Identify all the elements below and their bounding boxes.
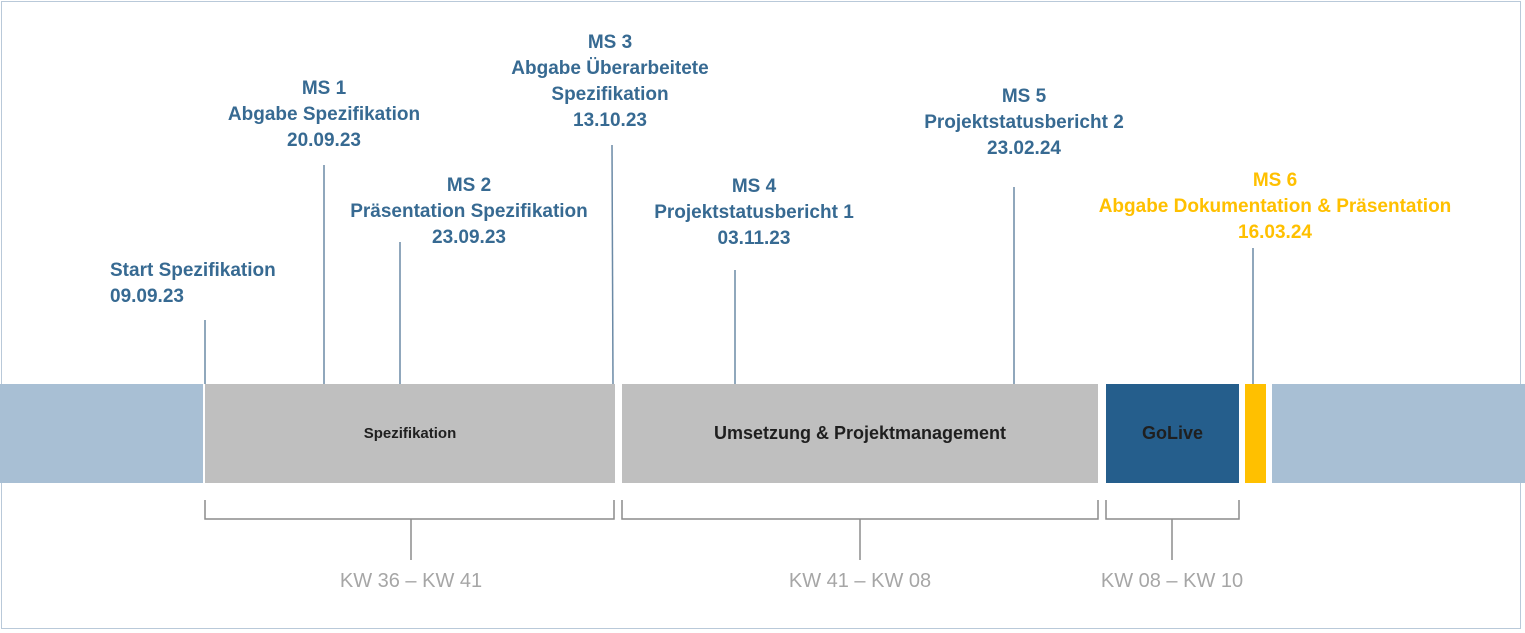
milestone-ms3-date: 13.10.23: [573, 110, 647, 131]
milestone-ms3-title-2: Spezifikation: [551, 84, 669, 105]
milestone-ms2-date: 23.09.23: [432, 227, 506, 248]
milestone-ms5-title: Projektstatusbericht 2: [924, 112, 1124, 133]
timeline-band-right: [1272, 384, 1525, 483]
bracket-kw3: [1105, 500, 1240, 520]
week-range-kw3: KW 08 – KW 10: [1100, 570, 1244, 592]
milestone-start-title: Start Spezifikation: [110, 260, 276, 281]
milestone-ms1: MS 1 Abgabe Spezifikation 20.09.23: [194, 76, 454, 154]
milestone-ms2: MS 2 Präsentation Spezifikation 23.09.23: [319, 173, 619, 251]
milestone-ms3-id: MS 3: [587, 32, 633, 53]
milestone-ms4-id: MS 4: [731, 176, 777, 197]
timeline-band-left: [0, 384, 203, 483]
milestone-ms5: MS 5 Projektstatusbericht 2 23.02.24: [894, 84, 1154, 162]
milestone-ms6-id: MS 6: [1252, 170, 1298, 191]
milestone-ms4-title: Projektstatusbericht 1: [654, 202, 854, 223]
milestone-start: Start Spezifikation 09.09.23: [110, 258, 276, 310]
week-range-kw1: KW 36 – KW 41: [339, 570, 483, 592]
phase-bar-final: [1245, 384, 1266, 483]
milestone-ms4: MS 4 Projektstatusbericht 1 03.11.23: [624, 174, 884, 252]
milestone-ms1-id: MS 1: [301, 78, 347, 99]
milestone-ms1-title: Abgabe Spezifikation: [227, 104, 421, 125]
connector-ms3: [611, 144, 614, 385]
milestone-ms6: MS 6 Abgabe Dokumentation & Präsentation…: [1060, 168, 1490, 246]
milestone-ms2-id: MS 2: [446, 175, 492, 196]
week-range-kw2: KW 41 – KW 08: [788, 570, 932, 592]
milestone-ms6-date: 16.03.24: [1238, 222, 1312, 243]
phase-bar-spezifikation: [205, 384, 615, 483]
milestone-ms1-date: 20.09.23: [287, 130, 361, 151]
phase-label-spezifikation: Spezifikation: [363, 425, 457, 442]
bracket-kw1: [204, 500, 615, 520]
bracket-kw2: [621, 500, 1099, 520]
milestone-ms2-title: Präsentation Spezifikation: [350, 201, 588, 222]
milestone-ms6-title: Abgabe Dokumentation & Präsentation: [1098, 196, 1452, 217]
milestone-ms3: MS 3 Abgabe Überarbeitete Spezifikation …: [470, 30, 750, 134]
milestone-ms5-id: MS 5: [1001, 86, 1047, 107]
phase-bar-umsetzung: [622, 384, 1098, 483]
phase-bar-golive: [1106, 384, 1239, 483]
phase-label-golive: GoLive: [1141, 423, 1203, 443]
milestone-ms3-title: Abgabe Überarbeitete: [511, 58, 709, 79]
phase-label-umsetzung: Umsetzung & Projektmanagement: [713, 423, 1007, 443]
milestone-start-date: 09.09.23: [110, 286, 184, 307]
milestone-ms4-date: 03.11.23: [717, 228, 791, 249]
milestone-ms5-date: 23.02.24: [987, 138, 1061, 159]
